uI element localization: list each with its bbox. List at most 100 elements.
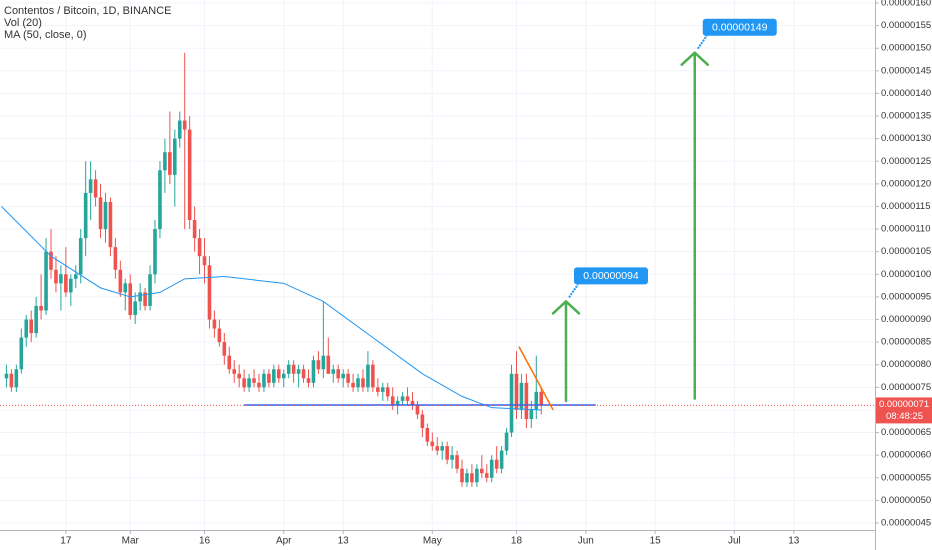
trend-line — [518, 346, 554, 411]
candle-body — [247, 378, 251, 388]
candle-body — [450, 455, 454, 460]
candle-body — [291, 364, 296, 374]
y-tick-label: 0.00000095 — [881, 291, 931, 302]
target-arrow — [680, 51, 710, 400]
y-tick-label: 0.00000120 — [881, 178, 931, 189]
target-label: 0.00000094 — [583, 270, 639, 282]
y-tick-label: 0.00000155 — [881, 20, 931, 31]
candle-body — [222, 342, 227, 356]
candle-body — [371, 364, 375, 388]
candle-body — [9, 373, 14, 388]
y-tick-label: 0.00000110 — [881, 224, 931, 235]
candle-body — [296, 369, 301, 374]
candle-body — [405, 396, 410, 401]
y-tick-label: 0.00000045 — [881, 518, 931, 529]
candle-body — [148, 274, 152, 306]
candle-body — [376, 387, 380, 392]
candle-body — [380, 387, 385, 392]
candle-body — [321, 355, 326, 370]
candle-body — [78, 238, 83, 275]
candle-body — [93, 179, 98, 198]
candle-body — [118, 269, 123, 293]
candle-body — [494, 459, 499, 469]
candle-body — [361, 378, 365, 388]
candle-body — [128, 283, 133, 315]
candle-body — [14, 369, 19, 388]
x-tick-label: Apr — [276, 536, 292, 547]
candle-body — [400, 396, 405, 401]
candle-body — [34, 305, 38, 334]
candle-body — [504, 432, 509, 451]
candle-body — [69, 278, 73, 293]
candle-body — [237, 373, 241, 379]
candle-body — [390, 396, 395, 406]
candle-body — [480, 468, 484, 474]
price-tag — [876, 397, 932, 424]
y-tick-label: 0.00000080 — [881, 359, 931, 370]
target-label-box — [574, 267, 649, 285]
candle-body — [232, 369, 237, 374]
x-tick-label: May — [423, 536, 442, 547]
candle-body — [202, 256, 207, 266]
candle-body — [484, 473, 489, 478]
y-tick-label: 0.00000150 — [881, 43, 931, 54]
candle-body — [242, 378, 246, 388]
x-tick-label: 17 — [60, 536, 72, 547]
y-tick-label: 0.00000075 — [881, 382, 931, 393]
x-tick-label: Jun — [578, 536, 594, 547]
candle-body — [420, 414, 425, 429]
candle-body — [460, 468, 464, 483]
y-tick-label: 0.00000055 — [881, 472, 931, 483]
candle-body — [98, 197, 103, 230]
candle-body — [410, 400, 415, 406]
candle-body — [470, 473, 474, 483]
target-label-box — [702, 18, 777, 36]
candle-body — [163, 152, 167, 171]
y-tick-label: 0.00000130 — [881, 133, 931, 144]
candle-body — [351, 382, 355, 388]
candle-body — [29, 319, 33, 334]
countdown: 08:48:25 — [886, 411, 923, 422]
candle-body — [138, 292, 142, 302]
candle-body — [301, 369, 306, 379]
candle-body — [440, 446, 445, 451]
candle-body — [197, 238, 202, 257]
candle-body — [465, 473, 469, 483]
candle-body — [281, 373, 286, 379]
y-tick-label: 0.00000065 — [881, 427, 931, 438]
candle-body — [356, 378, 360, 388]
candle-body — [103, 201, 108, 230]
candle-body — [133, 301, 137, 315]
candle-body — [4, 373, 9, 379]
candle-body — [272, 369, 276, 383]
candle-body — [153, 229, 157, 275]
candle-body — [475, 468, 479, 483]
price-tag-label: 0.00000071 — [879, 399, 929, 410]
candle-body — [83, 192, 88, 239]
chart-title: Contentos / Bitcoin, 1D, BINANCE — [4, 5, 172, 17]
candle-body — [168, 152, 172, 175]
y-tick-label: 0.00000160 — [881, 0, 931, 9]
x-tick-label: 13 — [788, 536, 800, 547]
candle-body — [455, 455, 459, 469]
x-tick-label: 13 — [338, 536, 350, 547]
candle-body — [39, 305, 43, 311]
candle-body — [286, 364, 291, 374]
candle-body — [311, 360, 316, 383]
candle-body — [177, 120, 182, 139]
candle-body — [395, 400, 400, 406]
y-tick-label: 0.00000100 — [881, 269, 931, 280]
candle-body — [326, 355, 331, 374]
y-tick-label: 0.00000085 — [881, 337, 931, 348]
x-tick-label: 15 — [650, 536, 662, 547]
candle-body — [143, 292, 147, 306]
candle-body — [262, 373, 266, 388]
candle-body — [108, 201, 113, 248]
candle-body — [19, 337, 24, 370]
indicator-label: MA (50, close, 0) — [4, 29, 87, 41]
candle-body — [267, 373, 271, 383]
y-tick-label: 0.00000125 — [881, 156, 931, 167]
candle-body — [257, 382, 261, 388]
candle-body — [88, 179, 93, 193]
